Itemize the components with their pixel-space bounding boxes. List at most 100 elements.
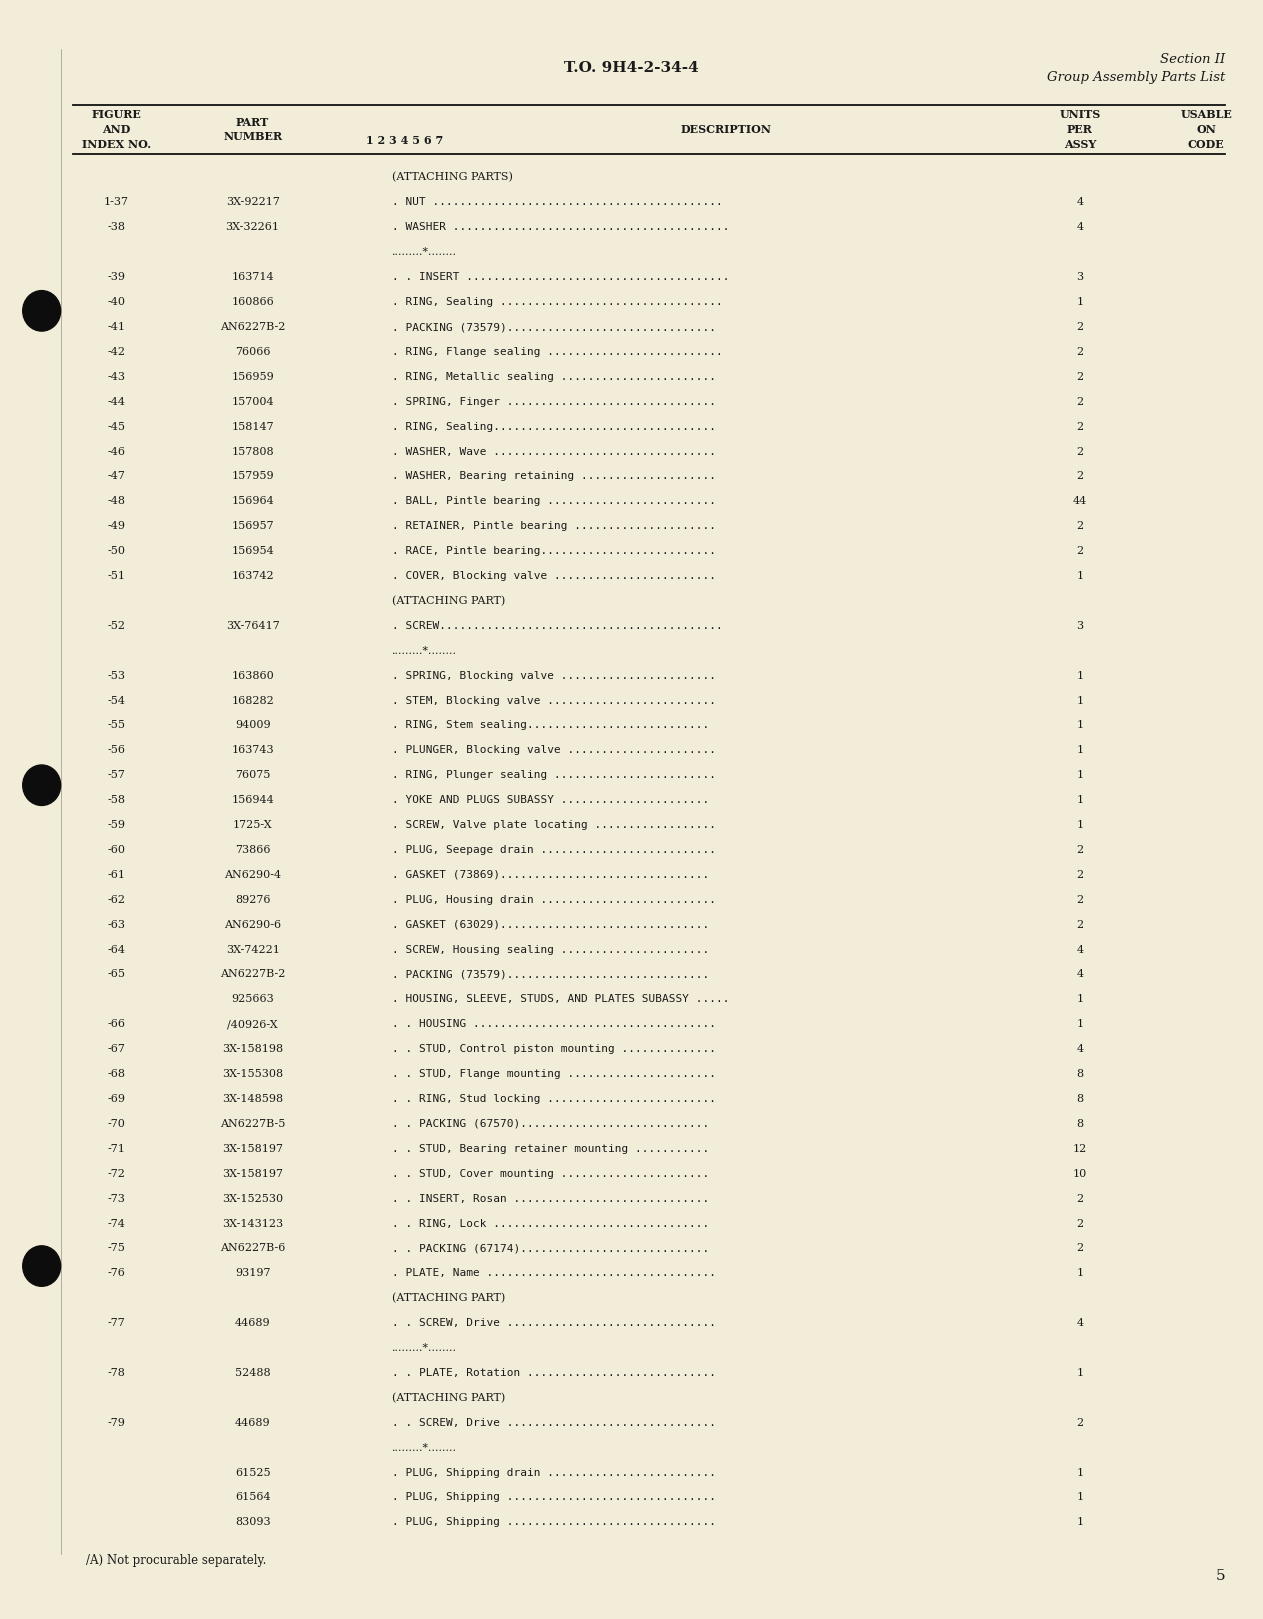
Text: -68: -68 (107, 1069, 125, 1080)
Text: 1: 1 (1076, 1368, 1084, 1378)
Text: 2: 2 (1076, 521, 1084, 531)
Text: -48: -48 (107, 497, 125, 507)
Text: 2: 2 (1076, 1243, 1084, 1253)
Text: 44689: 44689 (235, 1418, 270, 1428)
Text: AN6290-6: AN6290-6 (224, 920, 282, 929)
Text: -56: -56 (107, 745, 125, 756)
Text: AN6227B-2: AN6227B-2 (220, 322, 285, 332)
Text: 163743: 163743 (231, 745, 274, 756)
Text: 4: 4 (1076, 1044, 1084, 1054)
Text: 160866: 160866 (231, 298, 274, 308)
Text: 4: 4 (1076, 1318, 1084, 1328)
Text: . BALL, Pintle bearing .........................: . BALL, Pintle bearing .................… (392, 497, 716, 507)
Text: . RING, Sealing .................................: . RING, Sealing ........................… (392, 298, 722, 308)
Text: 1: 1 (1076, 771, 1084, 780)
Text: 1-37: 1-37 (104, 198, 129, 207)
Text: . WASHER, Wave .................................: . WASHER, Wave .........................… (392, 447, 716, 457)
Text: . . PACKING (67174)............................: . . PACKING (67174).....................… (392, 1243, 709, 1253)
Text: -47: -47 (107, 471, 125, 481)
Text: T.O. 9H4-2-34-4: T.O. 9H4-2-34-4 (565, 62, 698, 74)
Text: 163714: 163714 (231, 272, 274, 282)
Text: 89276: 89276 (235, 895, 270, 905)
Text: 2: 2 (1076, 372, 1084, 382)
Text: . SPRING, Finger ...............................: . SPRING, Finger .......................… (392, 397, 716, 406)
Text: . . PACKING (67570)............................: . . PACKING (67570).....................… (392, 1119, 709, 1128)
Text: 157959: 157959 (231, 471, 274, 481)
Text: -51: -51 (107, 572, 125, 581)
Text: -66: -66 (107, 1020, 125, 1030)
Text: . PLUG, Shipping ...............................: . PLUG, Shipping .......................… (392, 1493, 716, 1502)
Text: 3X-158197: 3X-158197 (222, 1169, 283, 1179)
Text: -39: -39 (107, 272, 125, 282)
Text: DESCRIPTION: DESCRIPTION (681, 125, 772, 134)
Text: . SPRING, Blocking valve .......................: . SPRING, Blocking valve ...............… (392, 670, 716, 680)
Text: FIGURE
AND
INDEX NO.: FIGURE AND INDEX NO. (82, 110, 150, 149)
Text: 2: 2 (1076, 845, 1084, 855)
Text: -40: -40 (107, 298, 125, 308)
Text: AN6290-4: AN6290-4 (224, 869, 282, 879)
Text: 93197: 93197 (235, 1268, 270, 1279)
Text: . SCREW..........................................: . SCREW.................................… (392, 620, 722, 631)
Text: . GASKET (63029)...............................: . GASKET (63029)........................… (392, 920, 709, 929)
Text: (ATTACHING PART): (ATTACHING PART) (392, 1392, 505, 1404)
Text: .........*........: .........*........ (392, 646, 456, 656)
Text: . NUT ...........................................: . NUT ..................................… (392, 198, 722, 207)
Text: /40926-X: /40926-X (227, 1020, 278, 1030)
Text: 1: 1 (1076, 1493, 1084, 1502)
Text: 4: 4 (1076, 944, 1084, 955)
Text: . COVER, Blocking valve ........................: . COVER, Blocking valve ................… (392, 572, 716, 581)
Text: 1: 1 (1076, 994, 1084, 1004)
Text: 925663: 925663 (231, 994, 274, 1004)
Text: . SCREW, Valve plate locating ..................: . SCREW, Valve plate locating ..........… (392, 821, 716, 831)
Text: -38: -38 (107, 222, 125, 233)
Text: 1: 1 (1076, 795, 1084, 805)
Text: . PACKING (73579)..............................: . PACKING (73579).......................… (392, 970, 709, 979)
Text: -49: -49 (107, 521, 125, 531)
Text: 3X-155308: 3X-155308 (222, 1069, 283, 1080)
Text: 73866: 73866 (235, 845, 270, 855)
Text: 3X-143123: 3X-143123 (222, 1219, 283, 1229)
Text: 156964: 156964 (231, 497, 274, 507)
Text: 163860: 163860 (231, 670, 274, 680)
Text: -70: -70 (107, 1119, 125, 1128)
Text: 1: 1 (1076, 821, 1084, 831)
Text: 5: 5 (1215, 1569, 1225, 1583)
Text: 3X-32261: 3X-32261 (226, 222, 279, 233)
Text: . STEM, Blocking valve .........................: . STEM, Blocking valve .................… (392, 696, 716, 706)
Text: -57: -57 (107, 771, 125, 780)
Text: 168282: 168282 (231, 696, 274, 706)
Text: . PLUG, Shipping drain .........................: . PLUG, Shipping drain .................… (392, 1467, 716, 1478)
Text: . . STUD, Control piston mounting ..............: . . STUD, Control piston mounting ......… (392, 1044, 716, 1054)
Text: 8: 8 (1076, 1094, 1084, 1104)
Text: 12: 12 (1072, 1143, 1087, 1154)
Text: 2: 2 (1076, 421, 1084, 432)
Text: . RING, Stem sealing...........................: . RING, Stem sealing....................… (392, 720, 709, 730)
Text: 3: 3 (1076, 272, 1084, 282)
Text: . RING, Sealing.................................: . RING, Sealing.........................… (392, 421, 716, 432)
Text: 1: 1 (1076, 1517, 1084, 1527)
Text: 10: 10 (1072, 1169, 1087, 1179)
Text: -50: -50 (107, 546, 125, 557)
Text: 76075: 76075 (235, 771, 270, 780)
Text: 2: 2 (1076, 346, 1084, 356)
Text: . . RING, Stud locking .........................: . . RING, Stud locking .................… (392, 1094, 716, 1104)
Text: 156954: 156954 (231, 546, 274, 557)
Text: 2: 2 (1076, 447, 1084, 457)
Text: 2: 2 (1076, 1219, 1084, 1229)
Text: 2: 2 (1076, 1193, 1084, 1203)
Text: . YOKE AND PLUGS SUBASSY ......................: . YOKE AND PLUGS SUBASSY ...............… (392, 795, 709, 805)
Text: . . INSERT, Rosan .............................: . . INSERT, Rosan ......................… (392, 1193, 709, 1203)
Text: -71: -71 (107, 1143, 125, 1154)
Text: . . INSERT .......................................: . . INSERT .............................… (392, 272, 729, 282)
Text: 2: 2 (1076, 920, 1084, 929)
Text: . . PLATE, Rotation ............................: . . PLATE, Rotation ....................… (392, 1368, 716, 1378)
Ellipse shape (23, 1247, 61, 1285)
Text: 2: 2 (1076, 546, 1084, 557)
Text: 1: 1 (1076, 696, 1084, 706)
Text: AN6227B-2: AN6227B-2 (220, 970, 285, 979)
Text: -77: -77 (107, 1318, 125, 1328)
Text: -72: -72 (107, 1169, 125, 1179)
Text: -54: -54 (107, 696, 125, 706)
Text: 1: 1 (1076, 1467, 1084, 1478)
Text: . . STUD, Bearing retainer mounting ...........: . . STUD, Bearing retainer mounting ....… (392, 1143, 709, 1154)
